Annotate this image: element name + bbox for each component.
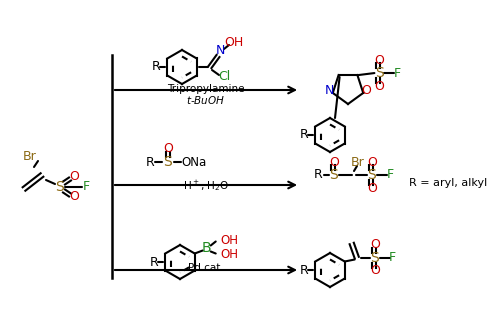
Text: O: O [362, 84, 371, 97]
Text: S: S [370, 250, 379, 264]
Text: O: O [370, 264, 380, 277]
Text: O: O [374, 80, 384, 93]
Text: O: O [367, 156, 377, 169]
Text: R: R [150, 256, 158, 269]
Text: S: S [368, 168, 376, 182]
Text: R: R [300, 128, 308, 141]
Text: OH: OH [220, 234, 238, 247]
Text: N: N [216, 45, 224, 57]
Text: Cl: Cl [218, 70, 230, 83]
Text: O: O [69, 190, 79, 203]
Text: O: O [370, 238, 380, 251]
Text: ONa: ONa [182, 156, 206, 169]
Text: R: R [152, 61, 160, 73]
Text: S: S [330, 168, 338, 182]
Text: S: S [375, 66, 384, 80]
Text: O: O [69, 170, 79, 184]
Text: N: N [325, 84, 334, 97]
Text: O: O [329, 156, 339, 169]
Text: O: O [374, 53, 384, 67]
Text: R: R [314, 169, 322, 182]
Text: Br: Br [351, 156, 365, 169]
Text: F: F [82, 181, 89, 194]
Text: S: S [56, 180, 64, 194]
Text: O: O [367, 182, 377, 195]
Text: F: F [386, 169, 394, 182]
Text: R: R [146, 156, 154, 169]
Text: H$^+$, H$_2$O: H$^+$, H$_2$O [183, 178, 229, 193]
Text: R: R [300, 263, 308, 276]
Text: B: B [202, 242, 211, 256]
Text: Tripropylamine: Tripropylamine [167, 84, 245, 94]
Text: Br: Br [23, 151, 37, 164]
Text: O: O [163, 142, 173, 156]
Text: R = aryl, alkyl: R = aryl, alkyl [409, 178, 487, 188]
Text: $t$-BuOH: $t$-BuOH [186, 94, 226, 106]
Text: OH: OH [224, 37, 244, 50]
Text: F: F [394, 67, 401, 80]
Text: OH: OH [220, 248, 238, 261]
Text: Pd cat.: Pd cat. [188, 263, 224, 273]
Text: S: S [164, 155, 172, 169]
Text: F: F [389, 251, 396, 264]
